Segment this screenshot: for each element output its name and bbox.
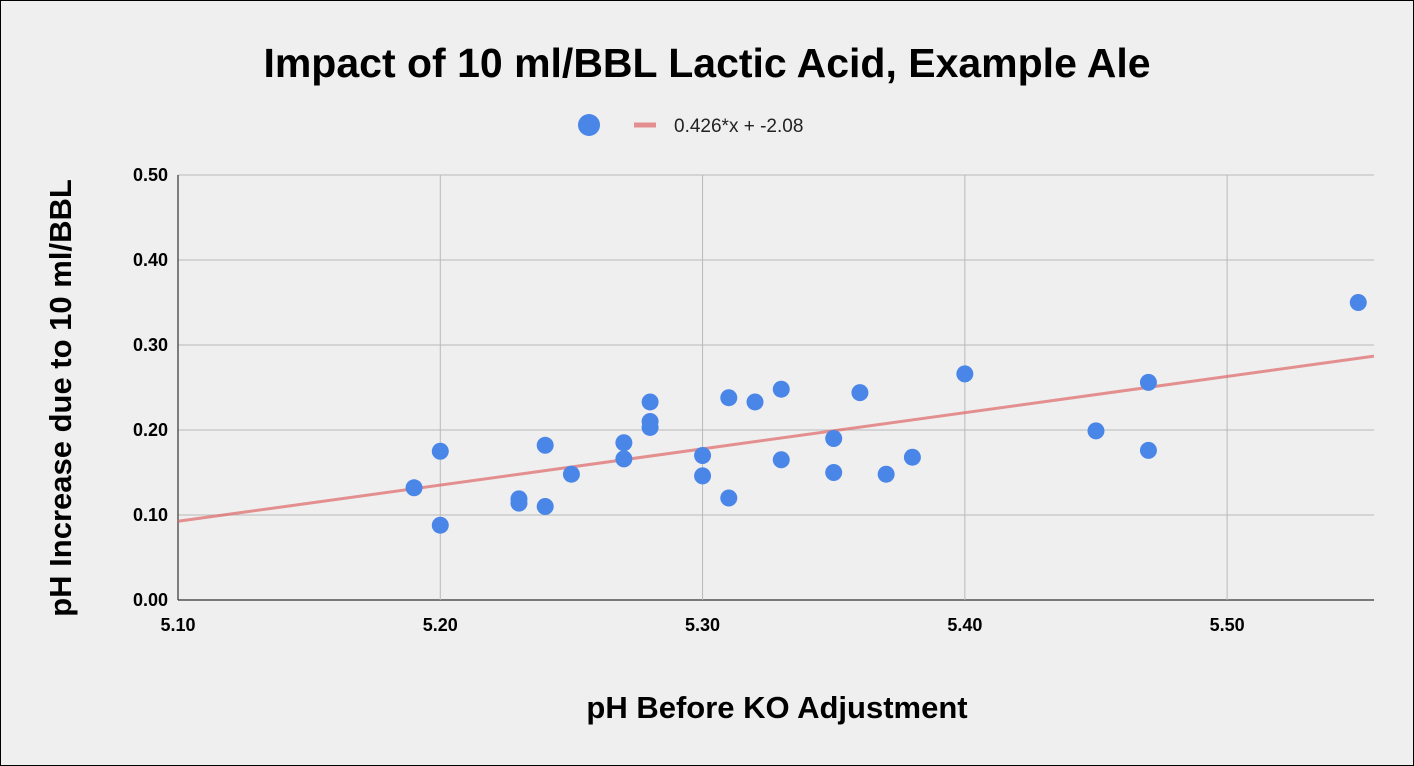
data-point — [431, 516, 449, 534]
y-tick-label: 0.50 — [133, 165, 168, 185]
data-point — [772, 380, 790, 398]
y-tick-label: 0.10 — [133, 505, 168, 525]
data-point — [720, 389, 738, 407]
x-tick-label: 5.30 — [685, 615, 720, 635]
y-tick-label: 0.00 — [133, 590, 168, 610]
x-tick-label: 5.20 — [423, 615, 458, 635]
y-tick-label: 0.40 — [133, 250, 168, 270]
data-point — [536, 498, 554, 515]
data-point — [746, 393, 764, 411]
x-tick-label: 5.10 — [160, 615, 195, 635]
data-point — [1139, 373, 1157, 391]
data-point — [562, 465, 580, 483]
data-point — [615, 434, 633, 452]
data-point — [825, 430, 843, 447]
data-point — [1139, 441, 1157, 459]
chart-title: Impact of 10 ml/BBL Lactic Acid, Example… — [263, 40, 1150, 86]
data-point — [877, 465, 895, 483]
y-tick-label: 0.20 — [133, 420, 168, 440]
legend: 0.426*x + -2.08 — [578, 114, 803, 137]
data-point — [825, 464, 843, 481]
trendline — [177, 354, 1375, 523]
trendline-group — [177, 354, 1375, 523]
data-point — [851, 384, 869, 402]
legend-trendline-label: 0.426*x + -2.08 — [674, 116, 803, 137]
x-axis-title: pH Before KO Adjustment — [586, 690, 967, 725]
data-point — [536, 436, 554, 454]
data-point — [772, 451, 790, 469]
gridlines — [177, 174, 1374, 601]
data-point — [431, 442, 449, 460]
data-point — [510, 494, 528, 512]
data-point — [1087, 422, 1105, 440]
y-tick-label: 0.30 — [133, 335, 168, 355]
data-point — [641, 418, 659, 436]
data-point — [694, 467, 712, 485]
data-point — [956, 365, 974, 383]
data-point — [641, 393, 659, 411]
legend-points-marker — [578, 114, 600, 136]
data-point — [903, 448, 921, 466]
x-axis-ticks: 5.10 5.20 5.30 5.40 5.50 — [160, 615, 1244, 635]
x-tick-label: 5.50 — [1210, 615, 1245, 635]
data-points — [405, 294, 1367, 534]
y-axis-ticks: 0.00 0.10 0.20 0.30 0.40 0.50 — [133, 165, 168, 610]
data-point — [405, 479, 423, 497]
data-point — [1349, 294, 1367, 311]
x-tick-label: 5.40 — [947, 615, 982, 635]
y-axis-title: pH Increase due to 10 ml/BBL — [43, 179, 78, 617]
data-point — [615, 450, 633, 468]
data-point — [720, 489, 738, 507]
data-point — [694, 447, 712, 464]
